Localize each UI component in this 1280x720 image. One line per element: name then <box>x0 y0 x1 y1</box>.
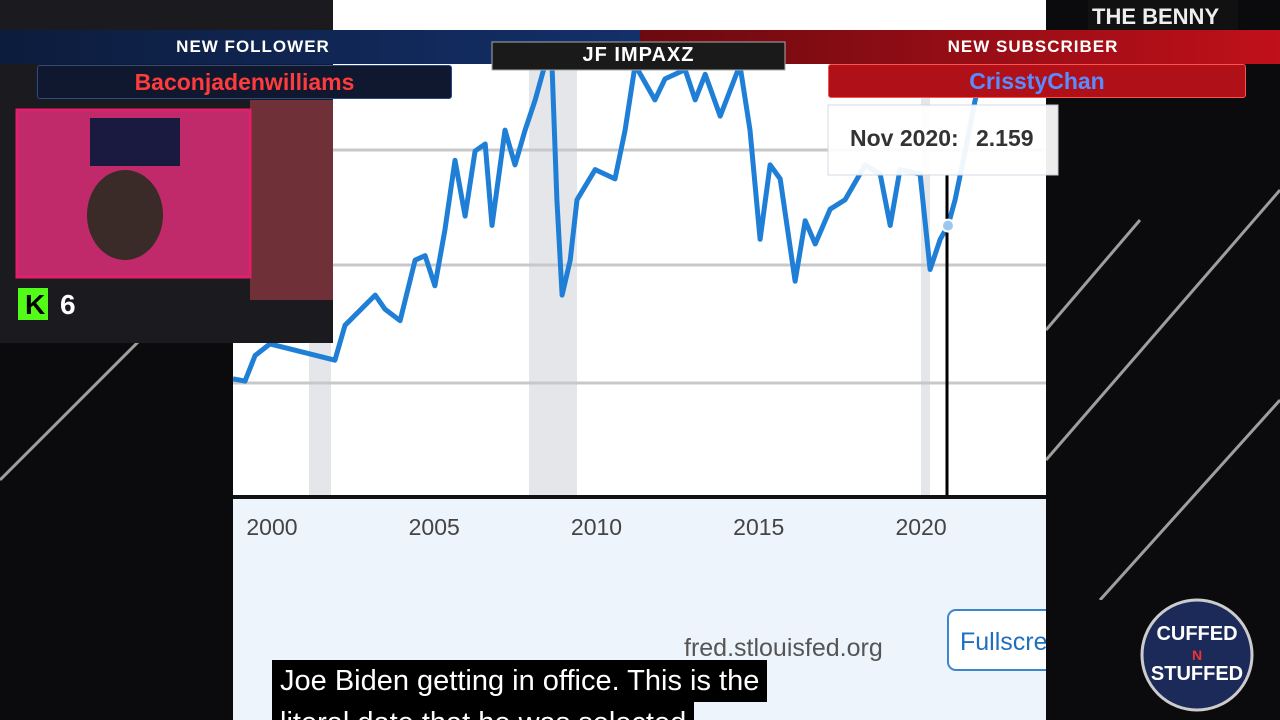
badge: CUFFED N STUFFED <box>1140 598 1254 712</box>
caption: Joe Biden getting in office. This is the… <box>272 660 818 720</box>
poster <box>90 118 180 166</box>
source-link[interactable]: fred.stlouisfed.org <box>684 634 883 662</box>
plot <box>233 62 988 384</box>
kick-count: 6 <box>60 289 76 320</box>
background-streaks <box>0 189 1280 602</box>
svg-text:K: K <box>25 289 45 320</box>
badge-text: N <box>1192 647 1202 663</box>
follower-name: Baconjadenwilliams <box>37 65 452 99</box>
follower-label: NEW FOLLOWER <box>176 37 330 56</box>
hover-point <box>940 218 955 233</box>
subscriber-label: NEW SUBSCRIBER <box>947 37 1119 56</box>
caption-line: literal date that he was selected <box>272 702 695 720</box>
x-tick-label: 2000 <box>246 514 297 540</box>
x-tick-label: 2005 <box>409 514 460 540</box>
x-ticks: 2000 2005 2010 2015 2020 <box>246 514 946 540</box>
badge-text: STUFFED <box>1151 663 1243 685</box>
flag <box>250 100 333 300</box>
x-tick-label: 2015 <box>733 514 784 540</box>
person <box>87 170 163 260</box>
corner-logo-bg <box>1088 0 1238 30</box>
x-tick-label: 2010 <box>571 514 622 540</box>
streamer-plaque <box>491 41 786 71</box>
tooltip-value: 2.159 <box>976 125 1034 151</box>
data-line <box>233 62 988 384</box>
subscriber-name: CrisstyChan <box>828 64 1246 98</box>
caption-line: Joe Biden getting in office. This is the <box>272 660 768 702</box>
tooltip-box <box>827 104 1059 176</box>
tooltip-label: Nov 2020: <box>850 125 959 151</box>
fullscreen-label[interactable]: Fullscre <box>960 628 1048 656</box>
x-tick-label: 2020 <box>895 514 946 540</box>
corner-logo: THE BENNY <box>1092 4 1219 29</box>
kick-icon <box>18 288 48 320</box>
streamer-name: JF IMPAXZ <box>582 44 695 66</box>
badge-text: CUFFED <box>1156 623 1237 645</box>
